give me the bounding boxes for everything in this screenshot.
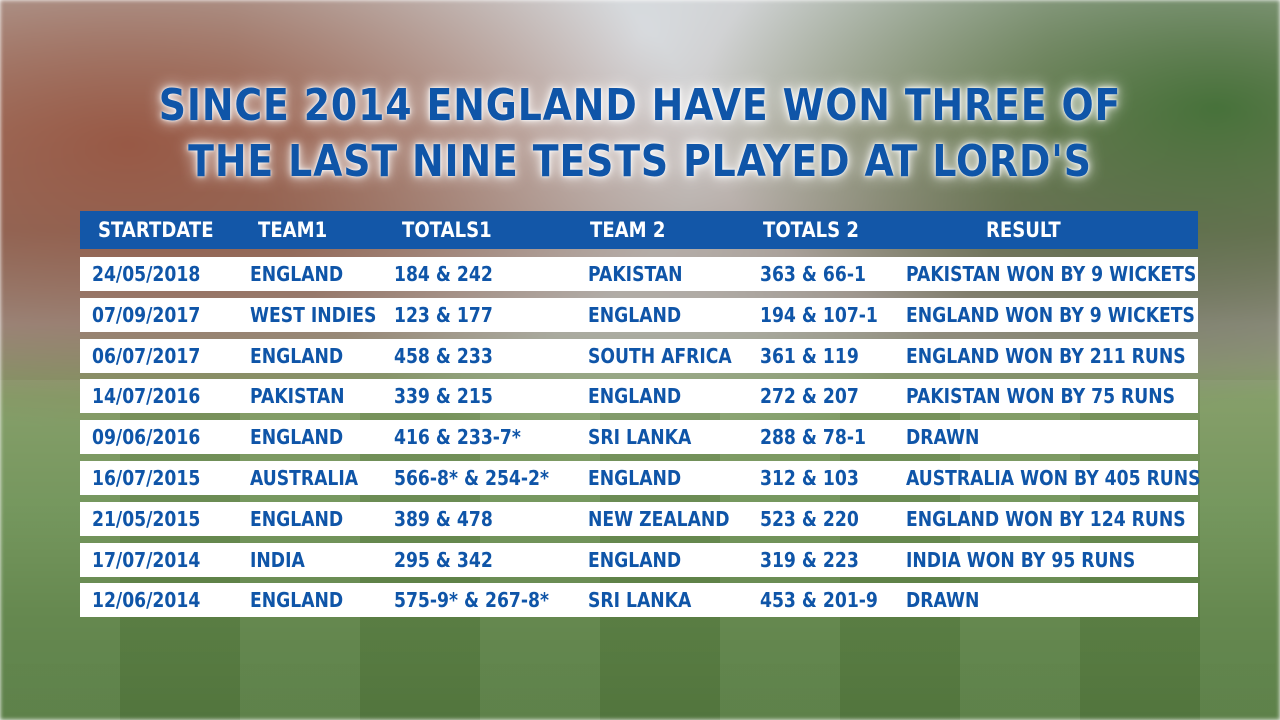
cell-startdate: 16/07/2015 [92,466,201,490]
table-row: 21/05/2015 ENGLAND 389 & 478 NEW ZEALAND 523… [80,501,1198,536]
header-startdate: STARTDATE [98,218,214,242]
cell-startdate: 17/07/2014 [92,547,201,572]
cell-totals2: 453 & 201-9 [760,588,878,613]
table-row: 16/07/2015 AUSTRALIA 566-8* & 254-2* ENGLAN… [80,461,1201,495]
cell-result: INDIA WON BY 95 RUNS [906,547,1136,572]
cell-totals1: 339 & 215 [394,384,493,409]
header-result: RESULT [986,218,1061,242]
cell-result: ENGLAND WON BY 124 RUNS [906,506,1186,531]
headline-line-2: THE LAST NINE TESTS PLAYED AT LORD'S [188,136,1092,187]
cell-startdate: 06/07/2017 [92,343,201,368]
header-totals1: TOTALS1 [402,218,492,242]
cell-team1: ENGLAND [250,588,344,613]
table-row: 06/07/2017 ENGLAND 458 & 233 SOUTH AFRICA 36… [80,338,1198,373]
cell-result: AUSTRALIA WON BY 405 RUNS [906,466,1201,490]
cell-startdate: 21/05/2015 [92,506,201,531]
cell-team1: ENGLAND [250,425,344,450]
cell-result: PAKISTAN WON BY 9 WICKETS [906,262,1197,286]
cell-result: ENGLAND WON BY 211 RUNS [906,343,1186,368]
cell-team2: NEW ZEALAND [588,506,730,531]
cell-startdate: 07/09/2017 [92,302,201,327]
headline: SINCE 2014 ENGLAND HAVE WON THREE OF THE… [90,78,1191,190]
table-header-row: STARTDATE TEAM1 TOTALS1 TEAM 2 TOTALS 2 … [80,211,1198,249]
cell-totals2: 319 & 223 [760,547,859,572]
table-row: 12/06/2014 ENGLAND 575-9* & 267-8* SRI LANK… [80,583,1198,618]
cell-totals2: 312 & 103 [760,466,859,490]
cell-totals1: 458 & 233 [394,343,493,368]
cell-totals2: 194 & 107-1 [760,302,878,327]
cell-startdate: 12/06/2014 [92,588,201,613]
cell-startdate: 14/07/2016 [92,384,201,409]
cell-team2: ENGLAND [588,302,682,327]
cell-team2: ENGLAND [588,384,682,409]
cell-team2: ENGLAND [588,466,682,490]
table-row: 24/05/2018 ENGLAND 184 & 242 PAKISTAN 363 & … [80,257,1198,291]
cell-result: ENGLAND WON BY 9 WICKETS [906,302,1195,327]
cell-totals2: 272 & 207 [760,384,859,409]
cell-totals2: 361 & 119 [760,343,859,368]
cell-totals1: 184 & 242 [394,262,493,286]
cell-totals1: 123 & 177 [394,302,493,327]
cell-team1: ENGLAND [250,506,344,531]
cell-team1: PAKISTAN [250,384,345,409]
cell-team1: ENGLAND [250,262,344,286]
cell-team2: SRI LANKA [588,425,692,450]
cell-totals1: 295 & 342 [394,547,493,572]
cell-result: DRAWN [906,588,980,613]
cell-startdate: 24/05/2018 [92,262,201,286]
header-totals2: TOTALS 2 [763,218,859,242]
cell-team2: ENGLAND [588,547,682,572]
cell-team1: INDIA [250,547,305,572]
table-row: 17/07/2014 INDIA 295 & 342 ENGLAND 319 & 223… [80,542,1198,577]
cell-totals2: 363 & 66-1 [760,262,866,286]
cell-totals2: 288 & 78-1 [760,425,866,450]
cell-result: PAKISTAN WON BY 75 RUNS [906,384,1176,409]
cell-startdate: 09/06/2016 [92,425,201,450]
cell-totals1: 389 & 478 [394,506,493,531]
cell-team1: WEST INDIES [250,302,377,327]
cell-totals2: 523 & 220 [760,506,859,531]
table-row: 09/06/2016 ENGLAND 416 & 233-7* SRI LANKA 28… [80,420,1198,455]
header-team1: TEAM1 [258,218,328,242]
headline-line-1: SINCE 2014 ENGLAND HAVE WON THREE OF [158,80,1122,131]
header-team2: TEAM 2 [590,218,666,242]
cell-team2: PAKISTAN [588,262,683,286]
results-table: STARTDATE TEAM1 TOTALS1 TEAM 2 TOTALS 2 … [80,211,1201,624]
cell-team1: AUSTRALIA [250,466,359,490]
cell-team2: SRI LANKA [588,588,692,613]
cell-team1: ENGLAND [250,343,344,368]
cell-totals1: 566-8* & 254-2* [394,466,549,490]
cell-totals1: 416 & 233-7* [394,425,521,450]
cell-result: DRAWN [906,425,980,450]
table-row: 14/07/2016 PAKISTAN 339 & 215 ENGLAND 272 & … [80,379,1198,414]
table-row: 07/09/2017 WEST INDIES 123 & 177 ENGLAND 194… [80,297,1198,332]
cell-totals1: 575-9* & 267-8* [394,588,549,613]
cell-team2: SOUTH AFRICA [588,343,732,368]
